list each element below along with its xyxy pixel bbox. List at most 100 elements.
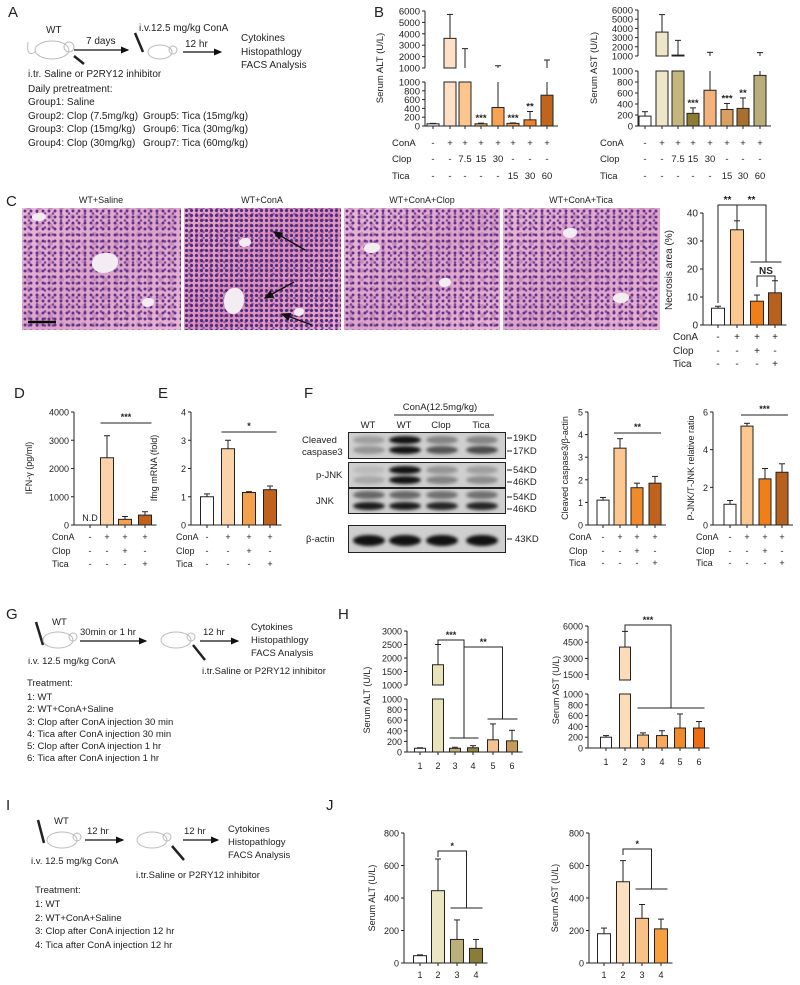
x-tick-label: 4 (659, 757, 664, 767)
condition-label: ConA (569, 532, 592, 542)
condition-value: + (447, 138, 453, 149)
arrow-icon (280, 312, 313, 326)
blot-band (466, 502, 498, 510)
y-tick-label: 6000 (612, 6, 633, 17)
treatment-item: 6: Tica after ConA injection 1 hr (27, 753, 159, 764)
y-tick-label: 0 (578, 744, 583, 754)
panel-label-j: J (326, 797, 334, 814)
significance-label: *** (643, 615, 654, 625)
y-tick-label: 0 (394, 959, 399, 969)
condition-value: - (654, 546, 657, 556)
y-tick-label: 1000 (612, 67, 633, 78)
condition-value: + (734, 332, 740, 343)
condition-label: ConA (600, 138, 624, 149)
y-tick-label: 2000 (49, 464, 69, 474)
arrow-icon (272, 231, 306, 251)
condition-value: - (735, 359, 738, 370)
condition-value: - (89, 559, 92, 569)
x-tick-label: 5 (677, 757, 682, 767)
bar (597, 933, 611, 964)
vessel (32, 213, 46, 221)
panel-label-a: A (8, 4, 18, 21)
bar-upper (443, 37, 457, 69)
y-axis-label: IFN-γ (pg/ml) (24, 442, 34, 495)
condition-value: + (617, 532, 622, 542)
y-tick-label: 400 (387, 726, 402, 736)
x-tick-label: 2 (620, 970, 625, 980)
condition-value: - (619, 558, 622, 568)
significance-label: ** (480, 637, 488, 647)
bar-upper (655, 31, 669, 57)
group-item: Group4: Clop (30mg/kg) (28, 138, 135, 149)
bar (723, 503, 737, 526)
blot-band (353, 476, 385, 484)
condition-label: Clop (176, 546, 195, 556)
y-tick-label: 800 (617, 78, 633, 89)
condition-value: - (227, 559, 230, 569)
significance-label: * (450, 841, 454, 851)
step1-label: 12 hr (87, 826, 109, 837)
significance-label: * (635, 839, 639, 849)
y-tick-label: 4 (578, 430, 583, 440)
y-tick-label: 600 (404, 95, 420, 106)
condition-value: - (619, 546, 622, 556)
y-tick-label: 3000 (382, 627, 402, 637)
row-label: β-actin (306, 534, 335, 545)
condition-value: 15 (688, 154, 699, 165)
condition-value: - (660, 171, 663, 182)
vessel (142, 298, 154, 307)
strain-label: WT (54, 816, 69, 827)
condition-value: + (104, 532, 109, 542)
significance-label: ** (748, 195, 756, 206)
y-tick-label: 0 (64, 521, 69, 531)
group-item: Group7: Tica (60mg/kg) (143, 138, 248, 149)
y-tick-label: 200 (617, 111, 633, 122)
condition-value: + (225, 532, 230, 542)
bar (686, 112, 700, 127)
blot-band (426, 535, 458, 546)
y-tick-label: 800 (404, 86, 420, 97)
bar (467, 747, 479, 753)
vessel (439, 278, 451, 287)
x-tick-label: 3 (452, 761, 457, 771)
bar (426, 123, 440, 127)
y-tick-label: 200 (569, 926, 584, 936)
y-tick-label: 20 (687, 265, 699, 276)
bar (758, 478, 772, 526)
y-tick-label: 600 (569, 861, 584, 871)
group-item: Group1: Saline (28, 97, 95, 108)
bar (674, 727, 686, 749)
treatment-item: 4: Tica after ConA injection 12 hr (35, 940, 172, 951)
y-tick-label: 6000 (563, 622, 583, 632)
significance-label: ** (526, 101, 534, 112)
panel-label-f: F (304, 385, 313, 402)
lane-label: Tica (472, 420, 490, 431)
bar (775, 471, 789, 526)
bar (221, 448, 235, 526)
condition-value: - (758, 154, 761, 165)
blot-band (389, 535, 421, 546)
bar (491, 107, 505, 127)
condition-label: ConA (52, 532, 75, 542)
condition-label: Clop (673, 346, 694, 357)
bar (630, 487, 644, 526)
panel-label-h: H (338, 606, 349, 623)
chart-B_ast: 0200400600800100010002000300040005000600… (589, 6, 771, 182)
bar (635, 917, 649, 964)
treatment-item: 3: Clop after ConA injection 30 min (27, 717, 173, 728)
bar (656, 735, 668, 749)
significance-label: NS (759, 266, 773, 277)
condition-value: - (89, 546, 92, 556)
significance-bracket (624, 624, 672, 708)
histology-title: WT+ConA (241, 195, 283, 205)
x-tick-label: 1 (601, 970, 606, 980)
bar (613, 447, 627, 526)
y-axis-label: Serum ALT (U/L) (362, 667, 372, 734)
y-tick-label: 1500 (382, 667, 402, 677)
x-tick-label: 4 (658, 970, 663, 980)
condition-value: - (708, 171, 711, 182)
bar (693, 727, 705, 749)
condition-value: - (764, 558, 767, 568)
bar (413, 955, 427, 964)
